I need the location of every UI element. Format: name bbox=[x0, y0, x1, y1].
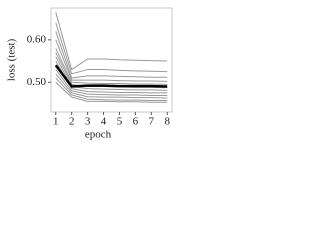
series-line bbox=[55, 69, 168, 96]
series-line bbox=[55, 77, 168, 102]
x-tick-label: 7 bbox=[149, 116, 155, 128]
chart: epoch loss (test) 0.50 0.60 1 2 3 4 5 6 7 8 bbox=[6, 7, 173, 141]
series-line bbox=[54, 64, 168, 88]
x-tick-label: 1 bbox=[53, 116, 59, 128]
series-line bbox=[55, 39, 168, 82]
plot-frame bbox=[50, 7, 173, 113]
series-line bbox=[55, 81, 168, 103]
x-tick-label: 2 bbox=[69, 116, 75, 128]
x-tick-label: 6 bbox=[133, 116, 139, 128]
series-line bbox=[55, 73, 168, 99]
series-line bbox=[55, 48, 168, 85]
x-tick-label: 3 bbox=[85, 116, 91, 128]
y-tick-label: 0.50 bbox=[27, 76, 47, 88]
series-line bbox=[55, 60, 168, 94]
x-tick-label: 4 bbox=[101, 116, 107, 128]
series-line bbox=[55, 12, 168, 71]
series-line bbox=[55, 22, 168, 75]
x-axis-label: epoch bbox=[85, 129, 112, 141]
x-tick-label: 5 bbox=[117, 116, 123, 128]
x-tick-label: 8 bbox=[164, 116, 170, 128]
y-tick-label: 0.60 bbox=[27, 33, 47, 45]
y-axis-label: loss (test) bbox=[6, 38, 18, 81]
series-line bbox=[55, 31, 168, 79]
